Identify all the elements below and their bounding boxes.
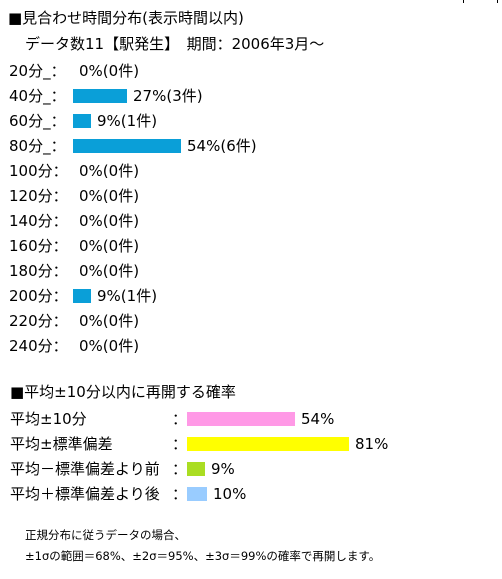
distribution-bar: [73, 289, 91, 303]
probability-category-label: 平均±標準偏差: [10, 435, 113, 453]
distribution-bar: [73, 114, 91, 128]
distribution-value-label: 0%(0件): [79, 212, 140, 230]
probability-bar: [187, 462, 205, 476]
probability-value-label: 54%: [301, 410, 335, 428]
normal-distribution-note-line1: 正規分布に従うデータの場合、: [25, 528, 186, 542]
distribution-value-label: 0%(0件): [79, 337, 140, 355]
distribution-category-label: 20分_：: [9, 62, 66, 80]
distribution-bar: [73, 89, 127, 103]
distribution-chart-title: ■見合わせ時間分布(表示時間以内): [8, 9, 244, 27]
probability-chart-title: ■平均±10分以内に再開する確率: [10, 383, 236, 401]
distribution-value-label: 0%(0件): [79, 162, 140, 180]
distribution-value-label: 9%(1件): [97, 112, 158, 130]
distribution-category-label: 60分_：: [9, 112, 66, 130]
distribution-category-label: 80分_：: [9, 137, 66, 155]
distribution-category-label: 240分：: [9, 337, 68, 355]
probability-bar: [187, 487, 207, 501]
distribution-value-label: 9%(1件): [97, 287, 158, 305]
distribution-category-label: 160分：: [9, 237, 68, 255]
distribution-value-label: 0%(0件): [79, 237, 140, 255]
probability-separator: ：: [172, 410, 188, 428]
distribution-bar: [73, 139, 181, 153]
normal-distribution-note-line2: ±1σの範囲＝68%、±2σ＝95%、±3σ＝99%の確率で再開します。: [25, 549, 381, 563]
corner-tick-right: [497, 0, 498, 3]
probability-category-label: 平均±10分: [10, 410, 87, 428]
probability-value-label: 81%: [355, 435, 389, 453]
distribution-category-label: 180分：: [9, 262, 68, 280]
distribution-category-label: 120分：: [9, 187, 68, 205]
probability-separator: ：: [172, 485, 188, 503]
probability-bar: [187, 412, 295, 426]
probability-category-label: 平均＋標準偏差より後: [10, 485, 160, 503]
distribution-value-label: 0%(0件): [79, 187, 140, 205]
distribution-category-label: 100分：: [9, 162, 68, 180]
probability-value-label: 10%: [213, 485, 247, 503]
distribution-chart-subtitle: データ数11【駅発生】 期間：2006年3月～: [25, 35, 325, 53]
distribution-category-label: 40分_：: [9, 87, 66, 105]
distribution-value-label: 0%(0件): [79, 312, 140, 330]
probability-separator: ：: [172, 460, 188, 478]
distribution-value-label: 27%(3件): [133, 87, 203, 105]
probability-category-label: 平均－標準偏差より前: [10, 460, 160, 478]
distribution-value-label: 0%(0件): [79, 262, 140, 280]
distribution-value-label: 0%(0件): [79, 62, 140, 80]
probability-separator: ：: [172, 435, 188, 453]
corner-tick-left: [463, 0, 464, 3]
probability-value-label: 9%: [211, 460, 235, 478]
probability-bar: [187, 437, 349, 451]
distribution-value-label: 54%(6件): [187, 137, 257, 155]
distribution-category-label: 140分：: [9, 212, 68, 230]
distribution-category-label: 200分：: [9, 287, 68, 305]
distribution-category-label: 220分：: [9, 312, 68, 330]
